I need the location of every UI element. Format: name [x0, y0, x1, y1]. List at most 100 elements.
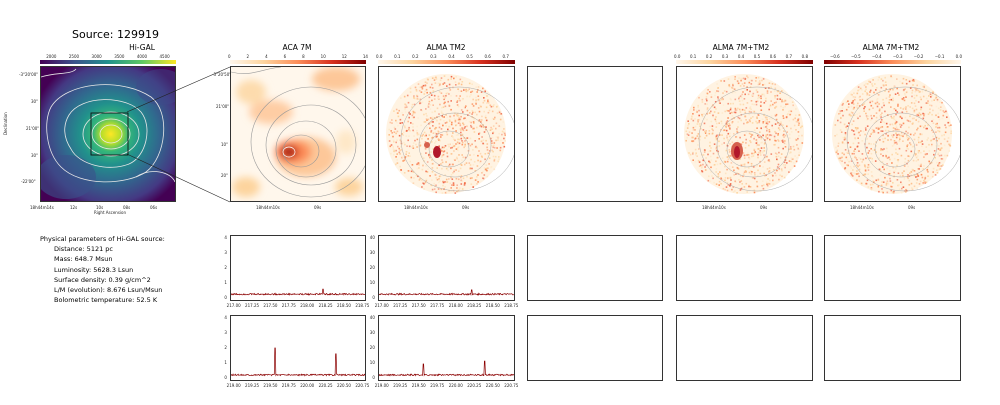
noise-pixel [400, 169, 402, 171]
noise-pixel [746, 86, 748, 88]
noise-pixel [426, 147, 428, 149]
noise-pixel [761, 118, 764, 121]
noise-pixel [854, 137, 856, 139]
combo-map [676, 66, 813, 202]
noise-pixel [474, 111, 476, 114]
noise-pixel [425, 108, 427, 110]
noise-pixel [756, 117, 758, 119]
noise-pixel [688, 131, 691, 133]
noise-pixel [850, 111, 853, 114]
noise-pixel [400, 149, 403, 151]
noise-pixel [744, 78, 746, 80]
noise-pixel [420, 109, 422, 111]
noise-pixel [715, 146, 718, 149]
noise-pixel [772, 183, 775, 185]
noise-pixel [924, 124, 926, 127]
noise-pixel [883, 168, 885, 171]
noise-pixel [395, 119, 397, 122]
higal-colorbar-ticks: 2000 2500 3000 3500 4000 4500 [46, 54, 170, 59]
spectrum-xtick: 220.25 [467, 383, 482, 388]
noise-pixel [465, 90, 468, 93]
noise-pixel [447, 128, 449, 131]
noise-pixel [721, 134, 723, 136]
noise-pixel [412, 123, 414, 125]
noise-pixel [440, 136, 442, 138]
noise-pixel [431, 188, 434, 191]
noise-pixel [733, 174, 735, 176]
noise-pixel [732, 84, 734, 87]
noise-pixel [864, 90, 866, 93]
noise-pixel [873, 91, 875, 94]
noise-pixel [857, 137, 859, 139]
noise-pixel [748, 157, 751, 160]
noise-pixel [398, 134, 401, 137]
noise-pixel [753, 137, 755, 140]
noise-pixel [708, 112, 711, 114]
noise-pixel [448, 87, 451, 89]
noise-pixel [887, 130, 890, 132]
noise-pixel [450, 176, 452, 178]
noise-pixel [777, 122, 779, 124]
noise-pixel [738, 108, 741, 111]
noise-pixel [477, 181, 479, 183]
noise-pixel [856, 158, 858, 161]
noise-pixel [427, 78, 429, 81]
noise-pixel [946, 154, 949, 157]
noise-pixel [701, 165, 703, 168]
noise-pixel [740, 143, 743, 146]
noise-pixel [455, 95, 458, 97]
noise-pixel [432, 125, 434, 127]
noise-pixel [484, 90, 486, 93]
noise-pixel [913, 185, 916, 188]
noise-pixel [447, 165, 450, 167]
noise-pixel [734, 109, 737, 111]
noise-pixel [768, 129, 771, 131]
noise-pixel [872, 180, 874, 183]
noise-pixel [492, 131, 495, 134]
noise-pixel [766, 116, 768, 119]
noise-pixel [893, 142, 896, 144]
noise-pixel [694, 118, 696, 120]
noise-pixel [885, 182, 888, 185]
noise-pixel [742, 173, 745, 175]
noise-pixel [726, 189, 729, 192]
noise-pixel [746, 75, 748, 77]
noise-pixel [789, 146, 792, 148]
noise-pixel [715, 168, 718, 170]
noise-pixel [471, 113, 473, 115]
noise-pixel [885, 184, 888, 186]
noise-pixel [432, 132, 435, 134]
noise-pixel [388, 140, 391, 142]
noise-pixel [907, 155, 909, 157]
noise-pixel [910, 150, 913, 153]
noise-pixel [726, 136, 728, 139]
noise-pixel [770, 100, 772, 102]
noise-pixel [724, 177, 727, 179]
noise-pixel [409, 160, 411, 163]
noise-pixel [692, 136, 695, 139]
noise-pixel [738, 77, 740, 79]
noise-pixel [914, 154, 917, 157]
noise-pixel [918, 141, 920, 144]
noise-pixel [938, 130, 941, 133]
noise-pixel [758, 96, 761, 99]
noise-pixel [468, 95, 471, 98]
noise-pixel [440, 156, 443, 158]
noise-pixel [940, 147, 942, 150]
noise-pixel [480, 105, 482, 108]
noise-pixel [415, 90, 418, 92]
noise-pixel [842, 136, 845, 139]
noise-pixel [418, 86, 421, 89]
noise-pixel [464, 117, 466, 119]
noise-pixel [745, 119, 747, 121]
spectrum-ytick: 20 [369, 345, 375, 350]
noise-pixel [882, 191, 884, 194]
noise-pixel [894, 93, 897, 95]
noise-pixel [876, 105, 879, 108]
noise-pixel [790, 157, 793, 159]
noise-pixel [692, 126, 695, 129]
noise-pixel [903, 132, 906, 135]
noise-pixel [865, 82, 867, 85]
noise-pixel [764, 116, 767, 119]
noise-pixel [699, 135, 702, 138]
